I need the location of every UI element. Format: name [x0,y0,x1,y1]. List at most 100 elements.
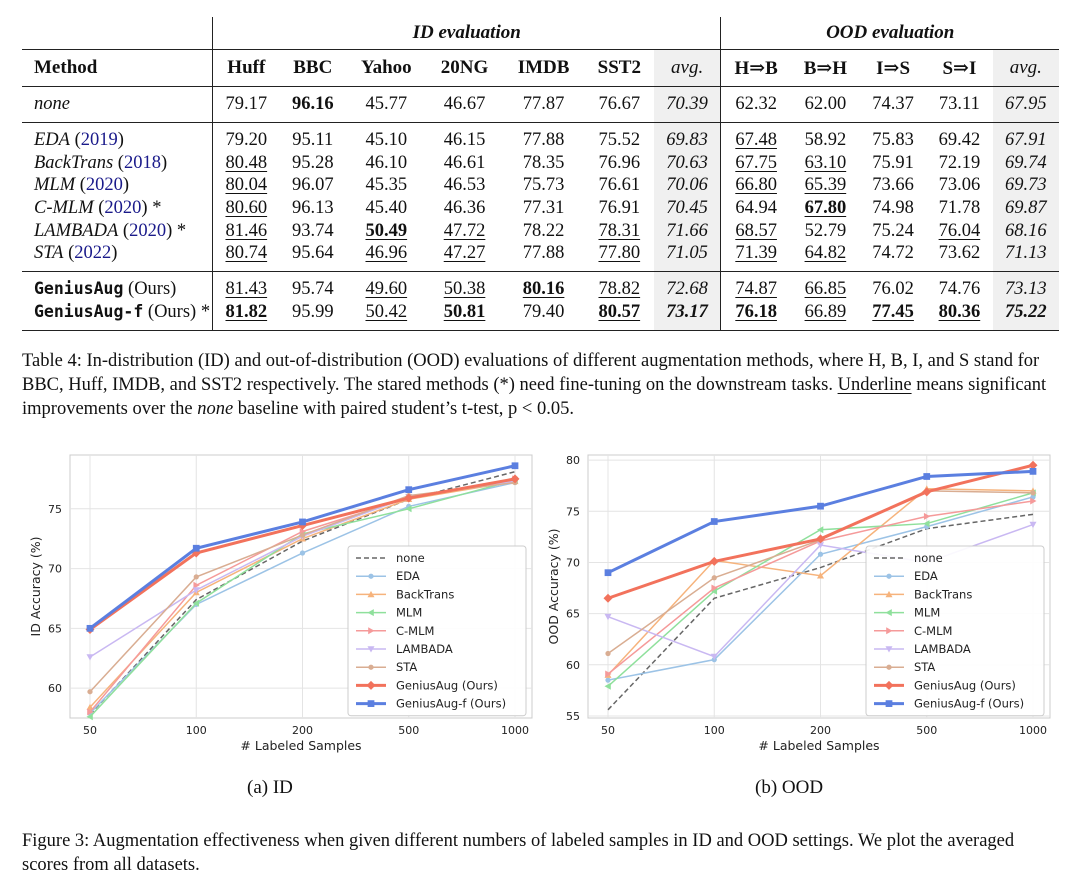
table-cell: 46.67 [426,86,503,123]
data-point [711,584,718,592]
legend-label: GeniusAug (Ours) [396,678,498,692]
table-cell: 67.80 [804,197,847,218]
x-tick-label: 50 [601,724,615,737]
citation-year: 2022 [74,243,112,264]
table-cell: 96.13 [291,197,334,218]
legend-marker [886,627,893,635]
table-cell: 73.11 [926,86,993,123]
data-point [922,487,932,497]
table-cell: 77.88 [502,242,585,273]
table-cell: 96.07 [291,175,334,196]
data-point [603,593,613,603]
data-point [709,556,719,566]
table-cell: 77.45 [859,300,927,331]
table-cell: 76.02 [872,278,914,299]
table-cell: 71.05 [653,242,721,273]
table-cell: 72.68 [653,271,721,301]
x-tick-label: 500 [398,724,419,737]
series-geniusaug-ours [603,460,1038,603]
table-cell: 50.49 [365,220,408,241]
table-cell: 75.73 [522,175,565,196]
legend-label: EDA [914,569,938,583]
series-geniusaug-f-ours [86,462,519,632]
legend-marker [886,573,892,579]
column-header: Yahoo [345,49,427,87]
table-row: C-MLM (2020) * 80.60 96.13 45.40 46.36 77.31 7… [22,197,1059,220]
table-cell: 73.13 [992,271,1059,301]
x-tick-label: 500 [916,724,937,737]
x-tick-label: 50 [83,724,97,737]
table-cell: 95.74 [291,278,334,299]
table-cell: 45.40 [365,197,408,218]
x-tick-label: 200 [292,724,313,737]
data-point [710,587,718,595]
table-cell: 74.87 [720,271,791,301]
table-cell: 46.53 [443,175,486,196]
table-cell: 77.31 [522,197,565,218]
data-point [299,518,306,526]
x-axis-label: # Labeled Samples [240,738,361,753]
table-row: BackTrans (2018) 80.48 95.28 46.10 46.61 78.3… [22,151,1059,175]
table-cell: 95.28 [291,152,334,173]
table-group-header: ID evaluation OOD evaluation [22,17,1059,50]
table-cell: 74.72 [859,242,927,273]
table-cell: 79.40 [502,300,585,331]
legend-label: C-MLM [914,624,952,638]
table-cell: 68.16 [992,219,1059,243]
table-cell: 73.17 [653,300,721,331]
column-header: IMDB [502,49,585,87]
method-name: LAMBADA (2020) * [34,220,187,241]
table-cell: 76.67 [584,86,654,123]
data-point [605,670,612,678]
subcaption-b: (b) OOD [755,777,824,798]
column-header: BBC [279,49,346,87]
data-point [605,677,611,683]
table-cell: 76.91 [598,197,641,218]
data-point [817,542,824,549]
x-tick-label: 1000 [501,724,529,737]
column-header: Huff [211,49,280,87]
table-row: GeniusAug (Ours) 81.43 95.74 49.60 50.38 80.1… [22,271,1059,301]
table-cell: 77.87 [502,86,585,123]
table-cell: 80.74 [211,242,280,273]
legend-marker [885,609,892,617]
x-tick-label: 100 [704,724,725,737]
legend-label: STA [914,660,935,674]
x-axis-label: # Labeled Samples [758,738,879,753]
legend-marker [368,627,375,635]
table-cell: 50.81 [426,300,503,331]
data-point [86,624,94,632]
data-point [1029,521,1037,529]
table-caption-label: Table 4: [22,351,82,371]
citation-year: 2020 [85,175,123,196]
data-point [923,473,931,480]
table-cell: 67.95 [992,86,1059,123]
data-point [404,493,414,503]
method-name: MLM (2020) [34,175,130,196]
x-tick-label: 1000 [1019,724,1047,737]
table-cell: 80.48 [211,151,280,175]
citation-year: 2020 [129,220,167,241]
data-point [87,708,94,716]
table-cell: 63.10 [804,152,847,173]
table-cell: 75.91 [872,152,914,173]
table-cell: 80.57 [584,300,654,331]
legend-label: C-MLM [396,624,434,638]
table-cell: 76.61 [598,175,641,196]
y-tick-label: 75 [566,505,580,518]
table-cell: 78.35 [522,152,565,173]
column-header: avg. [992,49,1059,87]
series-geniusaug-f-ours [604,467,1037,577]
table-cell: 47.72 [443,220,486,241]
column-header: SST2 [584,49,654,87]
table-cell: 69.42 [938,129,981,150]
results-table: ID evaluation OOD evaluation Method Huff… [22,17,1059,331]
table-cell: 75.83 [872,129,914,150]
data-point [604,569,612,577]
table-cell: 93.74 [291,220,334,241]
table-cell: 69.74 [992,151,1059,175]
data-point [192,599,200,607]
legend-marker [367,590,375,598]
table-cell: 81.46 [211,219,280,243]
column-header: avg. [653,49,721,87]
